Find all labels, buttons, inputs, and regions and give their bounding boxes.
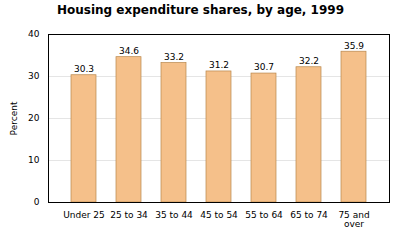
svg-text:75 andover: 75 andover (338, 210, 369, 229)
svg-text:10: 10 (28, 155, 40, 165)
html-text:Housing expenditure shares, by: Housing expenditure shares, by age, 1999 (57, 3, 344, 17)
svg-text:40: 40 (28, 29, 40, 39)
svg-text:34.6: 34.6 (119, 46, 139, 56)
svg-text:33.2: 33.2 (164, 52, 184, 62)
svg-text:0: 0 (34, 197, 40, 207)
svg-text:20: 20 (28, 113, 40, 123)
svg-text:Under 25: Under 25 (63, 210, 105, 220)
svg-text:45 to 54: 45 to 54 (200, 210, 238, 220)
svg-text:35.9: 35.9 (344, 41, 364, 51)
svg-text:30.7: 30.7 (254, 62, 274, 72)
svg-text:30.3: 30.3 (74, 64, 94, 74)
svg-text:25 to 34: 25 to 34 (110, 210, 148, 220)
svg-text:30: 30 (28, 71, 40, 81)
svg-text:31.2: 31.2 (209, 60, 229, 70)
svg-text:Percent: Percent (9, 101, 19, 135)
svg-text:35 to 44: 35 to 44 (155, 210, 193, 220)
svg-text:55 to 64: 55 to 64 (245, 210, 283, 220)
svg-text:32.2: 32.2 (299, 56, 319, 66)
svg-text:65 to 74: 65 to 74 (290, 210, 328, 220)
